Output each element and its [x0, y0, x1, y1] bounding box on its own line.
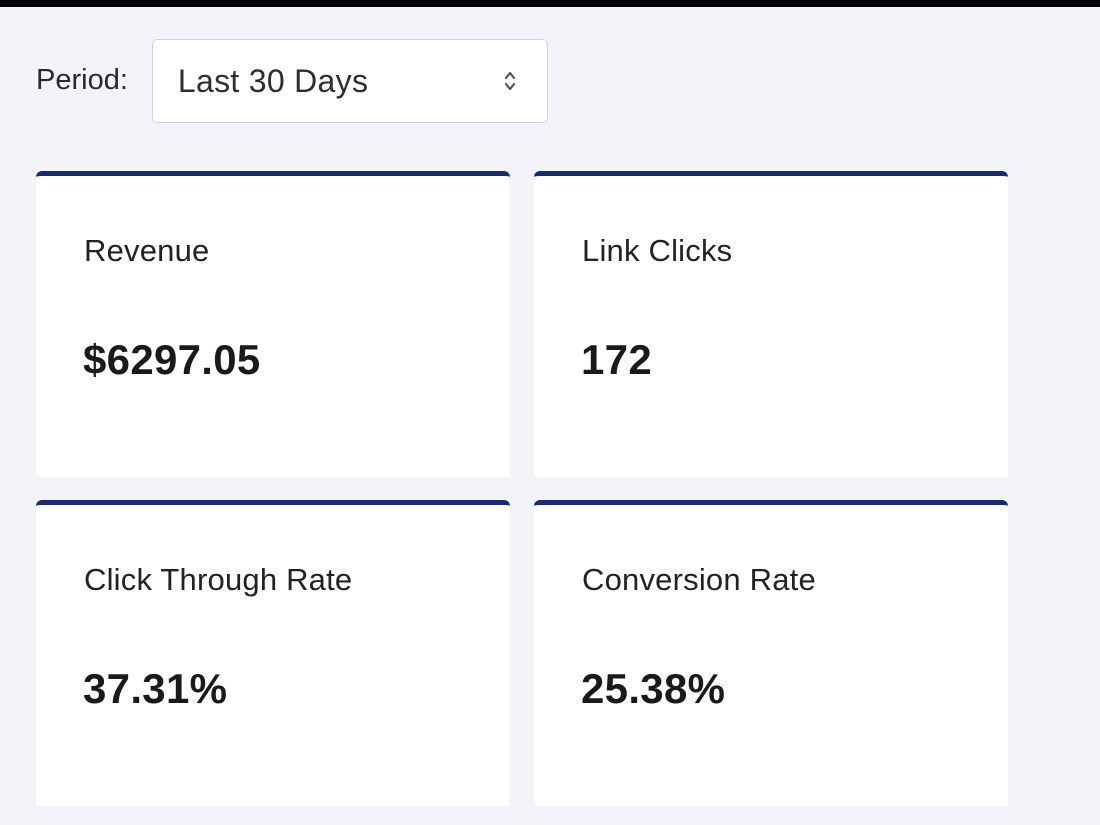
metric-card-click-through-rate: Click Through Rate 37.31% [36, 500, 510, 806]
metric-value: 25.38% [581, 665, 726, 712]
metric-title: Conversion Rate [582, 562, 816, 597]
up-down-chevron-icon [503, 67, 517, 95]
metric-value: 37.31% [83, 665, 228, 712]
period-select[interactable]: Last 30 Days [151, 39, 548, 123]
metric-card-link-clicks: Link Clicks 172 [534, 171, 1008, 477]
period-label: Period: [36, 63, 128, 96]
metric-value: 172 [581, 336, 652, 383]
metric-title: Click Through Rate [84, 562, 353, 597]
metric-title: Link Clicks [582, 233, 733, 268]
period-select-value: Last 30 Days [177, 62, 369, 99]
metric-card-revenue: Revenue $6297.05 [36, 171, 510, 477]
metric-card-conversion-rate: Conversion Rate 25.38% [534, 500, 1008, 806]
metric-value: $6297.05 [83, 336, 261, 383]
metric-title: Revenue [84, 233, 210, 268]
period-filter: Period: Last 30 Days [36, 38, 548, 124]
window-top-edge [0, 0, 1100, 7]
